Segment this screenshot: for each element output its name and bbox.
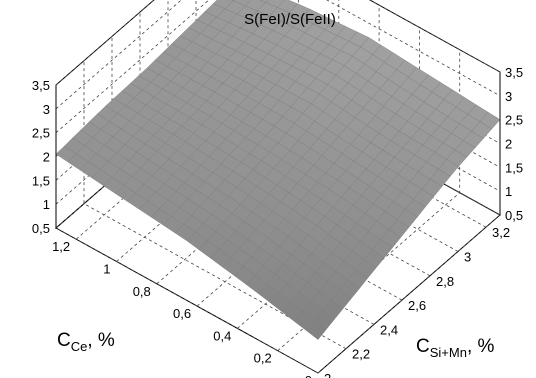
z-tick-label-left: 1,5 [32,173,50,188]
z-tick-label-right: 3 [505,89,512,104]
y-axis-label: CSi+Mn, % [416,336,495,360]
z-tick-label-left: 2 [43,150,50,165]
surface-patch [258,0,269,3]
z-tick-label-left: 3 [43,102,50,117]
x-tick-label: 1 [103,261,110,276]
y-axis-label-unit: , % [467,336,495,357]
y-tick-label: 2,8 [436,274,454,289]
y-tick-label: 3,2 [492,225,510,240]
z-tick-label-right: 2 [505,137,512,152]
y-axis-label-main: C [416,336,430,357]
z-tick-label-right: 2,5 [505,113,523,128]
chart-title: S(FeI)/S(FeII) [244,11,336,28]
x-tick-label: 0 [305,373,312,378]
x-axis-label-main: C [57,330,71,351]
z-tick-label-right: 0,5 [505,208,523,223]
x-tick-label: 0,8 [133,284,151,299]
y-tick-label: 2,4 [380,322,398,337]
z-tick-label-left: 0,5 [32,221,50,236]
grid-line-z [55,0,501,86]
grid-line-z [55,0,501,110]
y-tick-label: 3 [464,249,471,264]
tick-labels: 0,5 0,5 1 1 1,5 1,5 2 2 2,5 2,5 3 3 3,5 3,5 0 0,2 0,4 0,6… [32,65,523,378]
x-tick-label: 1,2 [52,239,70,254]
surface-mesh [55,0,501,340]
surface-patch [305,320,327,340]
y-tick-label: 2,2 [352,347,370,362]
z-tick-label-right: 1 [505,184,512,199]
y-tick-label: 2 [324,371,331,378]
z-tick-label-left: 1 [43,197,50,212]
x-tick-label: 0,2 [254,351,272,366]
x-tick-label: 0,4 [213,328,231,343]
x-tick-label: 0,6 [173,306,191,321]
x-axis-label: CCe, % [57,330,115,354]
z-tick-label-right: 3,5 [505,65,523,80]
x-axis-label-sub: Ce [71,339,88,354]
y-tick-label: 2,6 [408,298,426,313]
x-axis-label-unit: , % [87,330,115,351]
z-tick-label-left: 3,5 [32,78,50,93]
y-axis-label-sub: Si+Mn [430,345,467,360]
z-tick-label-left: 2,5 [32,126,50,141]
z-tick-label-right: 1,5 [505,160,523,175]
front-edges [55,72,501,228]
